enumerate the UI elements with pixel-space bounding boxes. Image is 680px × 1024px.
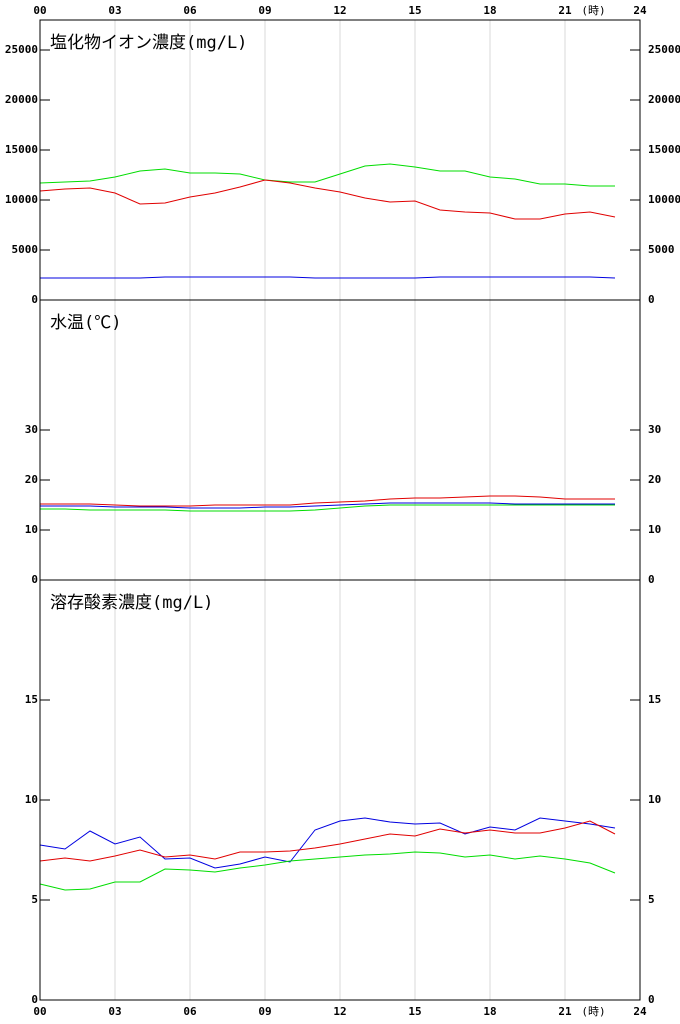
y-tick-label: 10	[25, 793, 38, 806]
x-tick-label: 06	[183, 4, 197, 17]
series-line	[40, 495, 615, 507]
y-tick-label: 0	[648, 293, 655, 306]
y-tick-label: 15	[648, 693, 661, 706]
x-tick-label: 21	[558, 4, 572, 17]
panel-title: 水温(℃)	[50, 313, 121, 333]
y-tick-label: 25000	[5, 43, 38, 56]
series-line	[40, 276, 616, 279]
x-tick-label: 15	[408, 1005, 421, 1018]
y-tick-label: 5	[648, 893, 655, 906]
series-line	[40, 504, 615, 512]
y-tick-label: 15000	[648, 143, 680, 156]
x-tick-label: 00	[33, 1005, 46, 1018]
y-tick-label: 25000	[648, 43, 680, 56]
y-tick-label: 0	[31, 573, 38, 586]
y-tick-label: 30	[25, 423, 38, 436]
panel-frame	[39, 579, 641, 1001]
y-tick-label: 20	[648, 473, 661, 486]
series-line	[39, 817, 616, 869]
x-tick-label: 12	[333, 1005, 346, 1018]
y-tick-label: 10	[25, 523, 38, 536]
x-tick-label: 21	[558, 1005, 572, 1018]
x-tick-label: 06	[183, 1005, 197, 1018]
panel-title: 塩化物イオン濃度(mg/L)	[50, 33, 247, 53]
y-tick-label: 10000	[648, 193, 680, 206]
x-tick-label: 24	[633, 4, 647, 17]
x-tick-label: 09	[258, 4, 271, 17]
x-tick-label: 18	[483, 4, 496, 17]
y-tick-label: 0	[31, 993, 38, 1006]
x-axis-label: (時)	[581, 4, 605, 17]
y-tick-label: 10000	[5, 193, 38, 206]
x-tick-label: 24	[633, 1005, 647, 1018]
x-tick-label: 03	[108, 1005, 121, 1018]
x-tick-label: 18	[483, 1005, 496, 1018]
x-tick-label: 12	[333, 4, 346, 17]
y-tick-label: 0	[648, 573, 655, 586]
series-line	[39, 163, 615, 187]
series-line	[40, 502, 615, 509]
y-tick-label: 20	[25, 473, 38, 486]
y-tick-label: 20000	[5, 93, 38, 106]
panel-title: 溶存酸素濃度(mg/L)	[50, 593, 213, 613]
x-tick-label: 00	[33, 4, 46, 17]
y-tick-label: 10	[648, 523, 661, 536]
y-tick-label: 5	[31, 893, 38, 906]
series-line	[39, 179, 616, 220]
series-line	[39, 851, 616, 891]
y-tick-label: 0	[648, 993, 655, 1006]
y-tick-label: 15000	[5, 143, 38, 156]
x-tick-label: 09	[258, 1005, 271, 1018]
y-tick-label: 10	[648, 793, 661, 806]
y-tick-label: 15	[25, 693, 38, 706]
y-tick-label: 0	[31, 293, 38, 306]
x-axis-label: (時)	[581, 1005, 605, 1018]
x-tick-label: 03	[108, 4, 121, 17]
y-tick-label: 5000	[12, 243, 39, 256]
y-tick-label: 30	[648, 423, 661, 436]
y-tick-label: 5000	[648, 243, 675, 256]
x-tick-label: 15	[408, 4, 421, 17]
y-tick-label: 20000	[648, 93, 680, 106]
series-line	[39, 820, 616, 862]
